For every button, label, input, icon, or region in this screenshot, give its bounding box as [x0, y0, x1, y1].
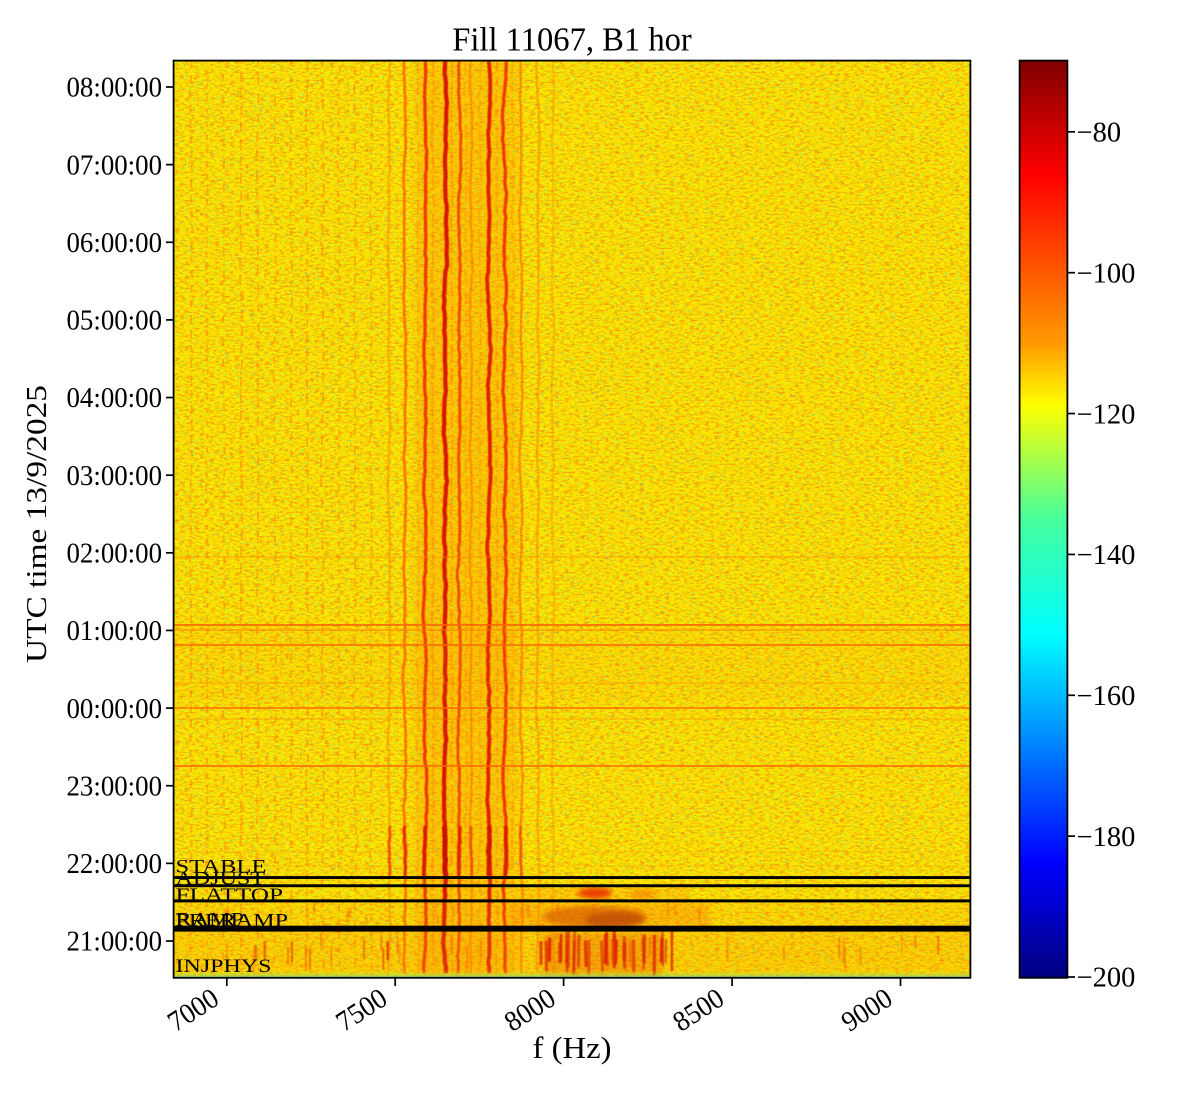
svg-text:STABLE: STABLE [176, 857, 267, 878]
svg-text:INJPHYS: INJPHYS [176, 956, 272, 977]
svg-text:−200: −200 [1077, 963, 1136, 994]
svg-text:8500: 8500 [668, 983, 730, 1038]
svg-text:21:00:00: 21:00:00 [67, 927, 163, 958]
svg-text:08:00:00: 08:00:00 [67, 73, 163, 104]
svg-text:ADJUST: ADJUST [176, 869, 266, 890]
svg-text:00:00:00: 00:00:00 [67, 694, 163, 725]
svg-text:02:00:00: 02:00:00 [67, 539, 163, 570]
svg-text:7000: 7000 [162, 983, 224, 1038]
svg-text:FLATTOP: FLATTOP [176, 885, 284, 906]
svg-text:Fill 11067, B1 hor: Fill 11067, B1 hor [452, 22, 692, 59]
svg-text:05:00:00: 05:00:00 [67, 306, 163, 337]
svg-text:01:00:00: 01:00:00 [67, 616, 163, 647]
svg-text:−160: −160 [1077, 681, 1136, 712]
svg-text:−180: −180 [1077, 822, 1136, 853]
svg-text:RAMP: RAMP [176, 910, 245, 931]
svg-text:−120: −120 [1077, 399, 1136, 430]
svg-text:PRERAMP: PRERAMP [176, 911, 289, 932]
svg-text:03:00:00: 03:00:00 [67, 461, 163, 492]
svg-text:−100: −100 [1077, 258, 1136, 289]
svg-text:22:00:00: 22:00:00 [67, 849, 163, 880]
svg-text:7500: 7500 [331, 983, 393, 1038]
svg-text:23:00:00: 23:00:00 [67, 771, 163, 802]
svg-text:UTC time 13/9/2025: UTC time 13/9/2025 [22, 385, 53, 663]
svg-text:04:00:00: 04:00:00 [67, 383, 163, 414]
svg-text:9000: 9000 [836, 983, 898, 1038]
svg-text:06:00:00: 06:00:00 [67, 228, 163, 259]
svg-text:f (Hz): f (Hz) [533, 1030, 612, 1065]
svg-text:−140: −140 [1077, 540, 1136, 571]
svg-text:07:00:00: 07:00:00 [67, 150, 163, 181]
svg-text:−80: −80 [1077, 118, 1122, 149]
